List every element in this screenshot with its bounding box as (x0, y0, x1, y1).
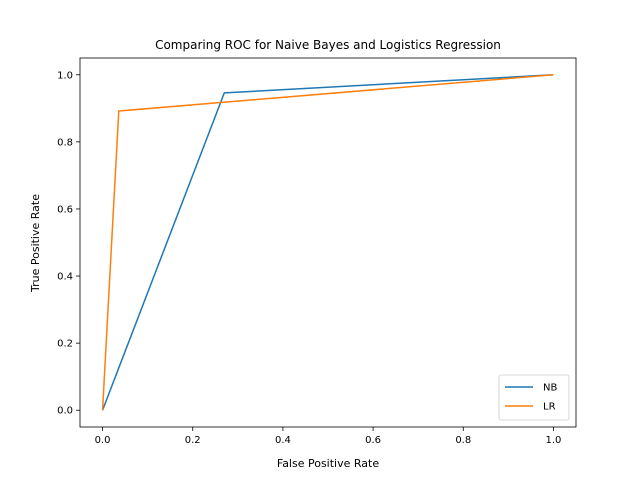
x-axis-label: False Positive Rate (277, 457, 379, 470)
legend-label-lr: LR (543, 402, 556, 413)
legend: NB LR (498, 374, 570, 421)
x-axis-ticks: 0.0 0.2 0.4 0.6 0.8 1.0 (95, 427, 562, 446)
y-tick-label: 0.2 (57, 339, 73, 350)
plot-area (79, 57, 577, 428)
series-line-nb (101, 74, 554, 411)
chart-title: Comparing ROC for Naive Bayes and Logist… (155, 38, 501, 52)
y-tick-label: 1.0 (57, 70, 73, 81)
y-tick-label: 0.4 (57, 272, 73, 283)
y-axis-label: True Positive Rate (29, 194, 42, 293)
y-axis-ticks: 0.0 0.2 0.4 0.6 0.8 1.0 (57, 70, 80, 417)
y-tick-label: 0.0 (57, 406, 73, 417)
x-tick-label: 0.6 (365, 435, 381, 446)
plot-frame (79, 57, 577, 428)
x-tick-label: 0.8 (455, 435, 471, 446)
y-tick-label: 0.6 (57, 204, 73, 215)
y-tick-label: 0.8 (57, 137, 73, 148)
legend-box (498, 374, 570, 421)
x-tick-label: 1.0 (546, 435, 562, 446)
series-line-lr (101, 74, 554, 411)
x-tick-label: 0.4 (275, 435, 291, 446)
x-tick-label: 0.2 (185, 435, 201, 446)
x-tick-label: 0.0 (95, 435, 111, 446)
legend-label-nb: NB (543, 383, 557, 394)
